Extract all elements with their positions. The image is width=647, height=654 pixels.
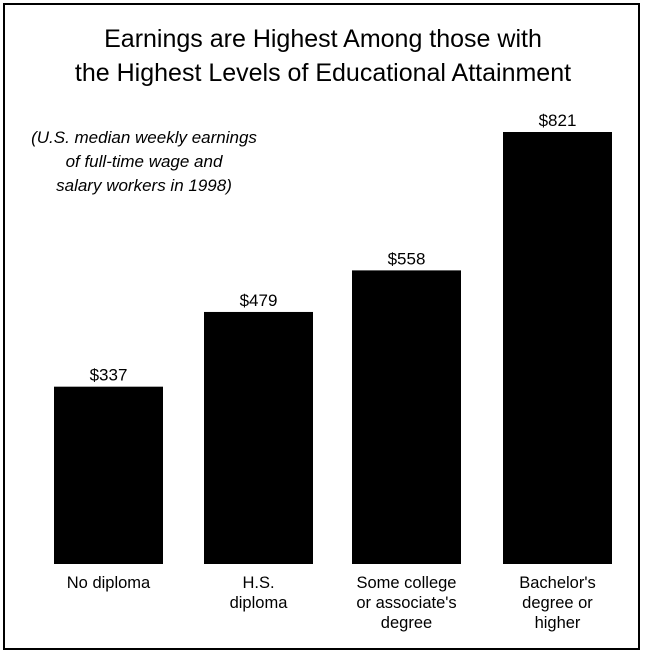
category-label: degree or — [522, 594, 593, 612]
category-label: H.S. — [242, 574, 274, 592]
chart-frame: Earnings are Highest Among those with the… — [3, 3, 640, 650]
category-labels: No diploma H.S. diploma Some college or asso… — [67, 574, 596, 632]
bar-value-label: $821 — [539, 111, 577, 130]
chart-subtitle-line: of full-time wage and — [66, 152, 223, 171]
category-label: degree — [381, 614, 432, 632]
chart-subtitle: (U.S. median weekly earnings of full-time… — [31, 128, 257, 195]
chart-title: Earnings are Highest Among those with the… — [75, 25, 571, 87]
category-label: No diploma — [67, 574, 151, 592]
category-label: Some college — [357, 574, 457, 592]
category-label: or associate's — [356, 594, 456, 612]
value-labels: $337 $479 $558 $821 — [90, 111, 577, 385]
bar — [54, 386, 163, 564]
bar — [352, 270, 461, 564]
chart-subtitle-line: salary workers in 1998) — [56, 176, 232, 195]
bar-value-label: $337 — [90, 366, 128, 385]
chart-title-line: the Highest Levels of Educational Attain… — [75, 59, 571, 87]
bar-value-label: $558 — [388, 249, 426, 268]
chart-subtitle-line: (U.S. median weekly earnings — [31, 128, 257, 147]
bar-value-label: $479 — [240, 291, 278, 310]
chart-title-line: Earnings are Highest Among those with — [104, 25, 542, 53]
bar — [503, 132, 612, 564]
bar — [204, 311, 313, 564]
bars — [54, 132, 612, 564]
category-label: higher — [535, 614, 581, 632]
chart-svg: Earnings are Highest Among those with the… — [31, 25, 612, 632]
category-label: Bachelor's — [519, 574, 596, 592]
category-label: diploma — [230, 594, 289, 612]
